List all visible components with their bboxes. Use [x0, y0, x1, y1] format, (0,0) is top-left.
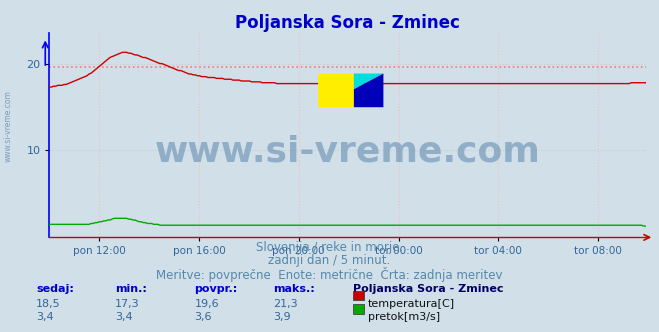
Text: maks.:: maks.:: [273, 284, 315, 294]
Text: sedaj:: sedaj:: [36, 284, 74, 294]
Polygon shape: [318, 73, 354, 107]
Text: www.si-vreme.com: www.si-vreme.com: [155, 134, 540, 169]
Title: Poljanska Sora - Zminec: Poljanska Sora - Zminec: [235, 14, 460, 32]
Text: 18,5: 18,5: [36, 299, 61, 309]
Text: temperatura[C]: temperatura[C]: [368, 299, 455, 309]
Text: 3,6: 3,6: [194, 312, 212, 322]
Text: 3,9: 3,9: [273, 312, 291, 322]
Text: Slovenija / reke in morje.: Slovenija / reke in morje.: [256, 241, 403, 254]
Polygon shape: [354, 73, 384, 107]
Text: 3,4: 3,4: [115, 312, 133, 322]
Text: 21,3: 21,3: [273, 299, 298, 309]
Text: Meritve: povprečne  Enote: metrične  Črta: zadnja meritev: Meritve: povprečne Enote: metrične Črta:…: [156, 267, 503, 282]
Text: povpr.:: povpr.:: [194, 284, 238, 294]
Text: 19,6: 19,6: [194, 299, 219, 309]
Text: pretok[m3/s]: pretok[m3/s]: [368, 312, 440, 322]
Text: www.si-vreme.com: www.si-vreme.com: [3, 90, 13, 162]
Text: 3,4: 3,4: [36, 312, 54, 322]
Text: 17,3: 17,3: [115, 299, 140, 309]
Text: zadnji dan / 5 minut.: zadnji dan / 5 minut.: [268, 254, 391, 267]
Polygon shape: [354, 73, 384, 89]
Text: Poljanska Sora - Zminec: Poljanska Sora - Zminec: [353, 284, 503, 294]
Text: min.:: min.:: [115, 284, 147, 294]
